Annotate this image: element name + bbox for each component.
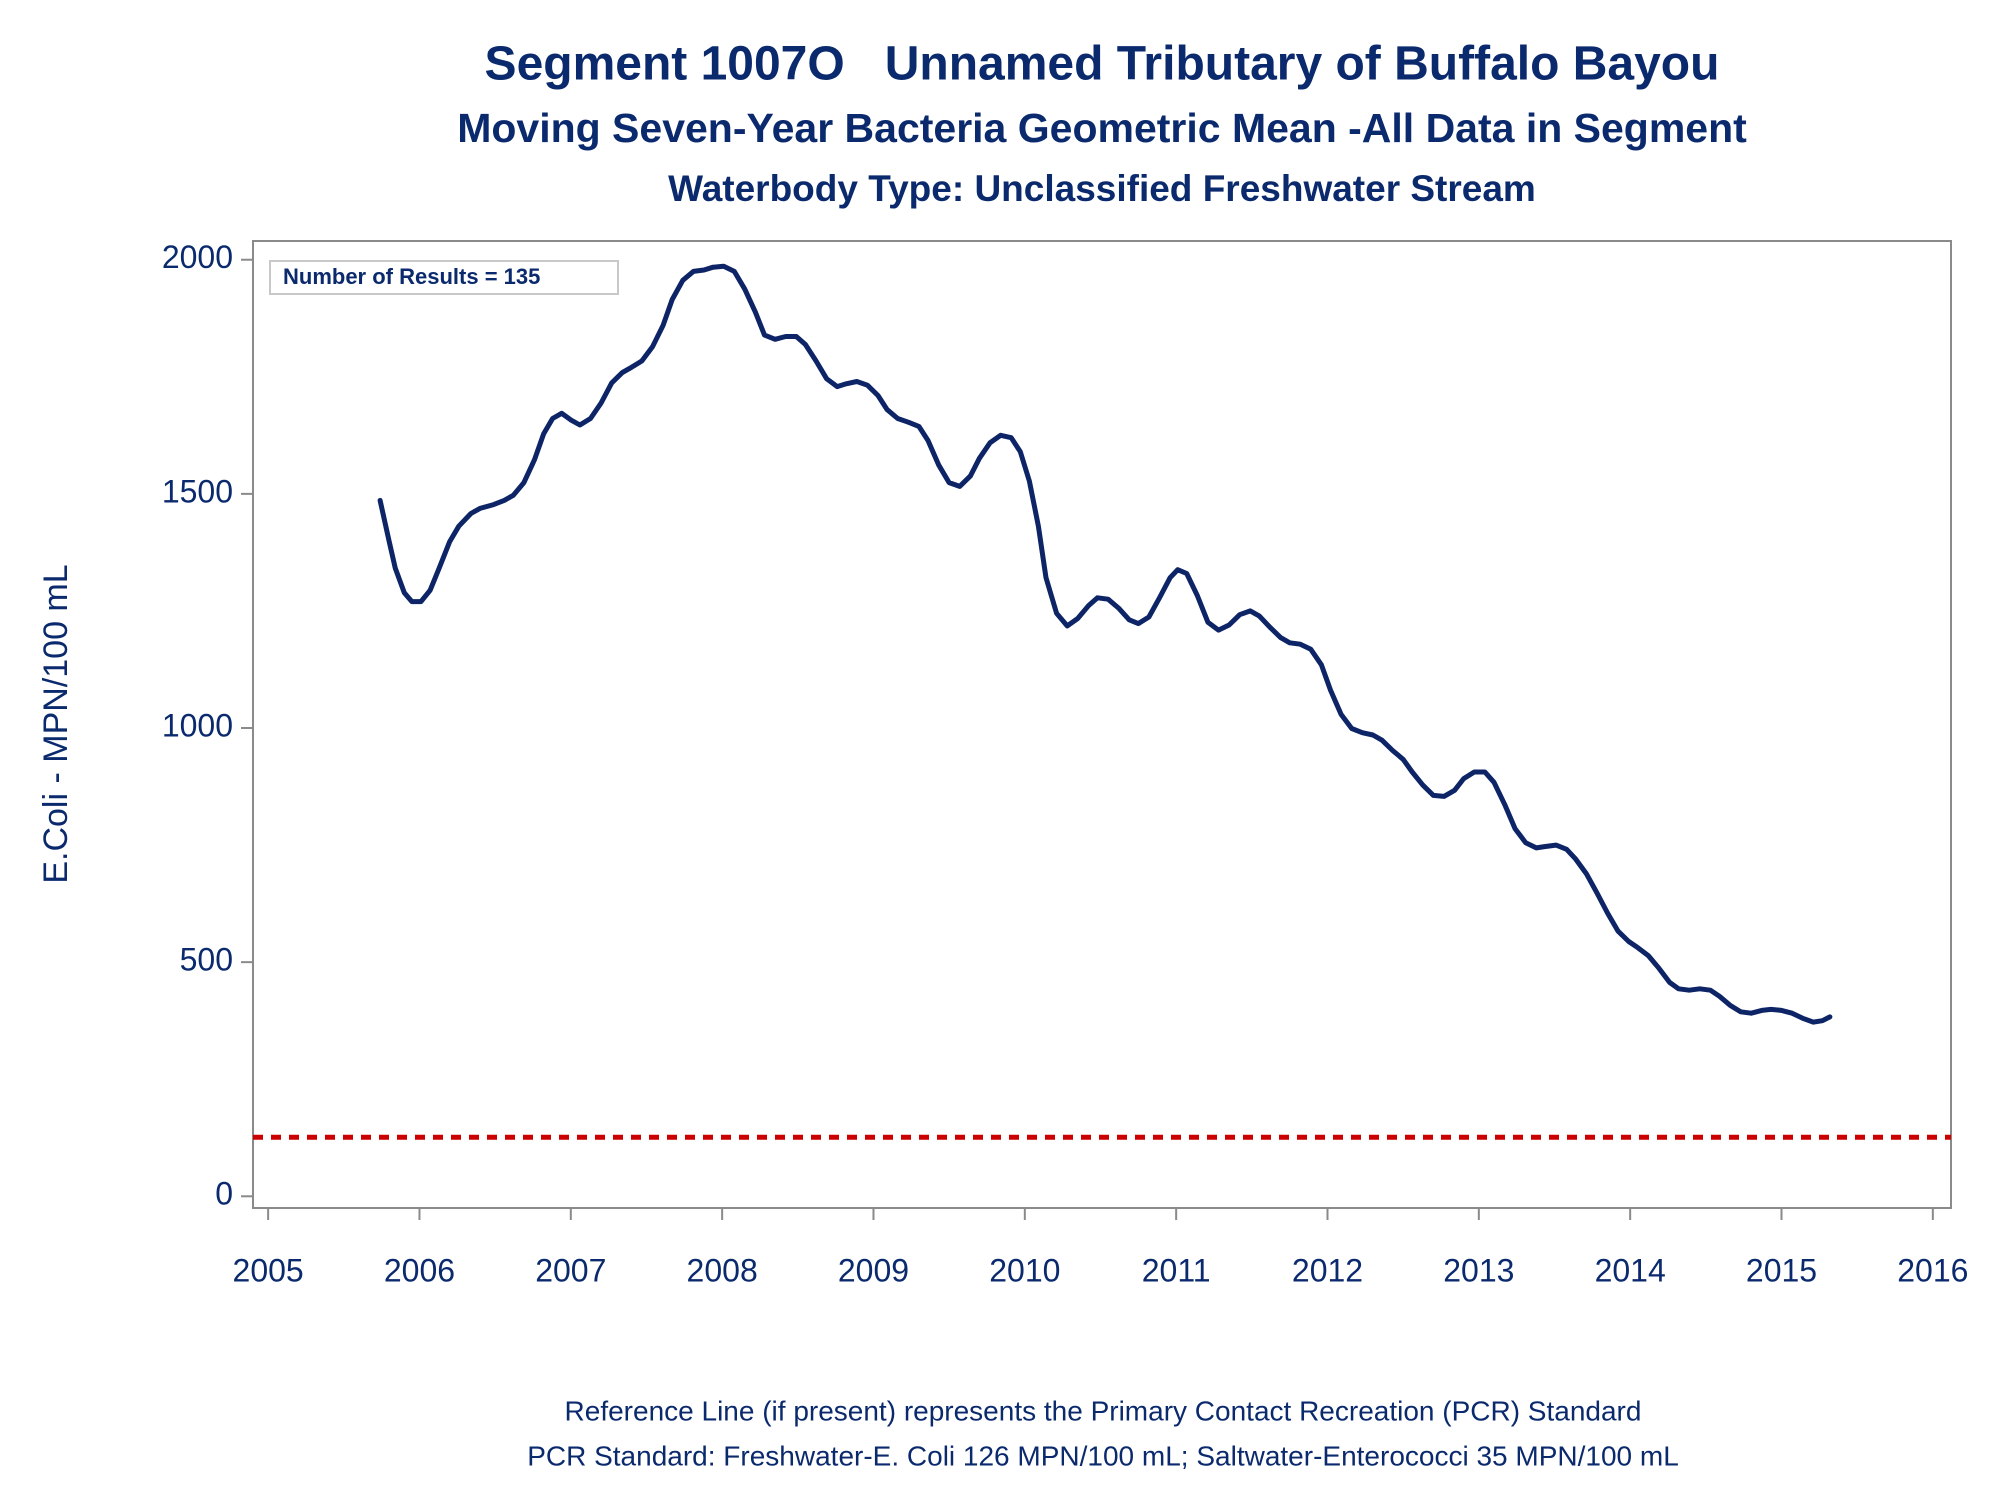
y-tick-label: 1000 [162, 707, 233, 743]
x-tick-label: 2012 [1292, 1252, 1363, 1288]
y-tick-label: 1500 [162, 473, 233, 509]
y-tick-label: 0 [215, 1176, 233, 1212]
footnote: Reference Line (if present) represents t… [565, 1395, 1642, 1426]
x-tick-label: 2013 [1443, 1252, 1514, 1288]
y-axis-label: E.Coli - MPN/100 mL [37, 564, 75, 883]
y-tick-label: 500 [180, 942, 233, 978]
y-tick-label: 2000 [162, 239, 233, 275]
x-tick-label: 2007 [535, 1252, 606, 1288]
x-tick-label: 2008 [687, 1252, 758, 1288]
x-tick-label: 2006 [384, 1252, 455, 1288]
plot-frame [252, 240, 1952, 1209]
x-tick-label: 2010 [989, 1252, 1060, 1288]
footnote: PCR Standard: Freshwater-E. Coli 126 MPN… [527, 1440, 1679, 1471]
x-tick-label: 2016 [1897, 1252, 1968, 1288]
x-tick-label: 2011 [1142, 1252, 1211, 1288]
x-tick-label: 2009 [838, 1252, 909, 1288]
x-tick-label: 2015 [1746, 1252, 1817, 1288]
annotation: Number of Results = 135 [283, 264, 540, 289]
chart-subtitle: Moving Seven-Year Bacteria Geometric Mea… [457, 105, 1747, 151]
annotation-box [269, 260, 619, 295]
data-line [377, 263, 1833, 1025]
x-tick-label: 2014 [1595, 1252, 1666, 1288]
x-tick-label: 2005 [233, 1252, 304, 1288]
chart-subtitle: Waterbody Type: Unclassified Freshwater … [668, 168, 1536, 209]
chart-title: Segment 1007O Unnamed Tributary of Buffa… [485, 38, 1720, 91]
